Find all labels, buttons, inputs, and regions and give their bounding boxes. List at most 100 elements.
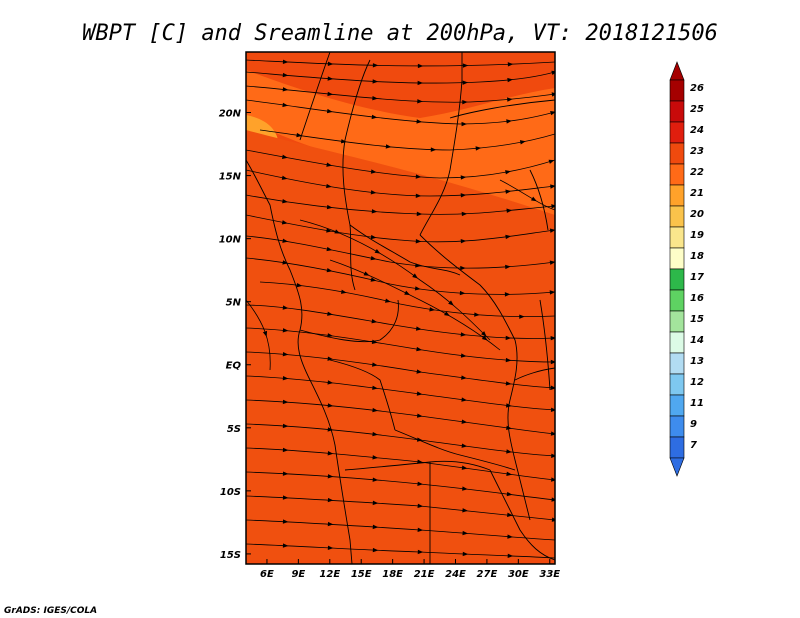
lat-tick-label: 5S <box>227 424 241 435</box>
streamline-arrow <box>326 267 333 273</box>
colorbar-segment <box>669 352 685 375</box>
streamline-arrow <box>462 80 469 85</box>
streamline-arrow <box>506 491 513 497</box>
streamline-arrow <box>549 290 555 295</box>
streamline-arrow <box>372 431 379 437</box>
streamline-arrow <box>475 146 482 151</box>
colorbar-label: 17 <box>690 272 704 283</box>
colorbar-segment <box>669 184 685 207</box>
streamline-arrow <box>372 477 379 482</box>
streamline-arrow <box>327 403 334 408</box>
streamline-arrow <box>459 290 466 296</box>
streamline-arrow <box>282 471 289 476</box>
streamline-arrow <box>417 527 424 533</box>
streamline-arrow <box>414 286 421 291</box>
streamline-arrow <box>506 471 513 477</box>
streamline-arrow <box>384 298 391 303</box>
lon-tick-label: 18E <box>382 569 403 580</box>
streamline-arrow <box>505 335 512 341</box>
streamline-arrow <box>371 362 378 367</box>
colorbar-label: 22 <box>690 167 704 178</box>
streamline-arrow <box>460 353 467 358</box>
streamline-arrow <box>505 189 512 194</box>
colorbar-label: 23 <box>690 146 704 157</box>
streamline-arrow <box>417 63 424 69</box>
streamline-arrow <box>550 407 555 412</box>
streamline-arrow <box>327 333 334 338</box>
map-title: WBPT [C] and Sreamline at 200hPa, VT: 20… <box>82 21 718 46</box>
colorbar-segment <box>669 331 685 354</box>
lon-tick-label: 33E <box>539 569 560 580</box>
streamline-arrow <box>327 91 334 97</box>
streamline-arrow <box>460 265 466 271</box>
colorbar-segment <box>669 100 685 123</box>
lat-tick-label: 15S <box>220 550 241 561</box>
streamline-arrow <box>416 391 423 396</box>
streamline-arrow <box>282 543 289 548</box>
streamline-arrow <box>282 59 289 65</box>
lat-tick-label: EQ <box>226 361 242 372</box>
streamline-arrow <box>371 319 378 324</box>
streamline-arrow <box>549 228 555 233</box>
lon-tick-label: 9E <box>291 569 305 580</box>
streamline-arrow <box>370 255 377 261</box>
colorbar-segment <box>669 79 685 102</box>
streamline-arrow <box>372 407 379 413</box>
streamline-arrow <box>416 369 423 374</box>
streamline-arrow <box>374 248 381 254</box>
colorbar-label: 9 <box>690 419 697 430</box>
lon-tick-label: 12E <box>319 569 340 580</box>
streamline-arrow <box>430 147 437 152</box>
streamline-arrow <box>462 530 469 536</box>
streamline-arrow <box>327 545 334 551</box>
streamline-arrow <box>462 99 468 105</box>
streamline-arrow <box>282 72 289 78</box>
streamline-arrow <box>550 431 555 436</box>
streamline-arrow <box>326 183 332 189</box>
streamline-arrow <box>372 500 379 506</box>
colorbar-segment <box>669 394 685 417</box>
streamline-arrow <box>416 413 423 418</box>
lon-tick-label: 27E <box>477 569 498 580</box>
streamline-arrow <box>481 331 487 337</box>
streamline-arrow <box>507 62 514 67</box>
streamline-arrow <box>327 497 334 503</box>
streamline-arrow <box>415 193 422 198</box>
colorbar-segment <box>669 247 685 270</box>
streamline-arrow <box>507 512 513 518</box>
streamline-arrow <box>417 99 423 104</box>
streamline-arrow <box>519 140 526 145</box>
streamline-arrow <box>462 63 469 68</box>
country-borders <box>246 52 555 564</box>
streamline-arrow <box>462 486 468 491</box>
streamline-arrow <box>474 312 480 317</box>
streamline-arrow <box>551 453 555 458</box>
lat-tick-label: 15N <box>219 172 242 183</box>
streamline-arrow <box>282 238 289 243</box>
streamline-arrow <box>460 239 467 244</box>
lat-tick-label: 5N <box>226 298 242 309</box>
streamline-arrow <box>326 162 333 167</box>
streamline-arrow <box>282 447 289 453</box>
streamline-arrow <box>262 330 268 337</box>
streamline-arrow <box>417 481 424 486</box>
streamline-arrow <box>507 553 514 559</box>
colorbar-segment <box>669 142 685 165</box>
streamline-arrow <box>415 174 422 179</box>
streamline-arrow <box>282 351 289 357</box>
lat-tick-label: 10N <box>219 235 242 246</box>
streamline-arrow <box>327 356 334 361</box>
streamline-arrow <box>551 497 555 502</box>
streamline-arrow <box>412 273 418 279</box>
streamline-arrow <box>530 196 537 202</box>
streamline-arrow <box>282 305 289 310</box>
colorbar-label: 11 <box>690 398 704 409</box>
streamline-arrow <box>370 277 377 282</box>
streamline-arrow <box>327 61 334 67</box>
streamline-arrow <box>429 307 436 312</box>
streamline-arrow <box>505 234 512 240</box>
colorbar-segment <box>669 121 685 144</box>
colorbar: 26 25 24 23 22 21 20 19 18 17 16 15 14 13 12 11 9 7 <box>669 61 704 477</box>
colorbar-segment <box>669 310 685 333</box>
streamline-arrow <box>372 63 379 68</box>
